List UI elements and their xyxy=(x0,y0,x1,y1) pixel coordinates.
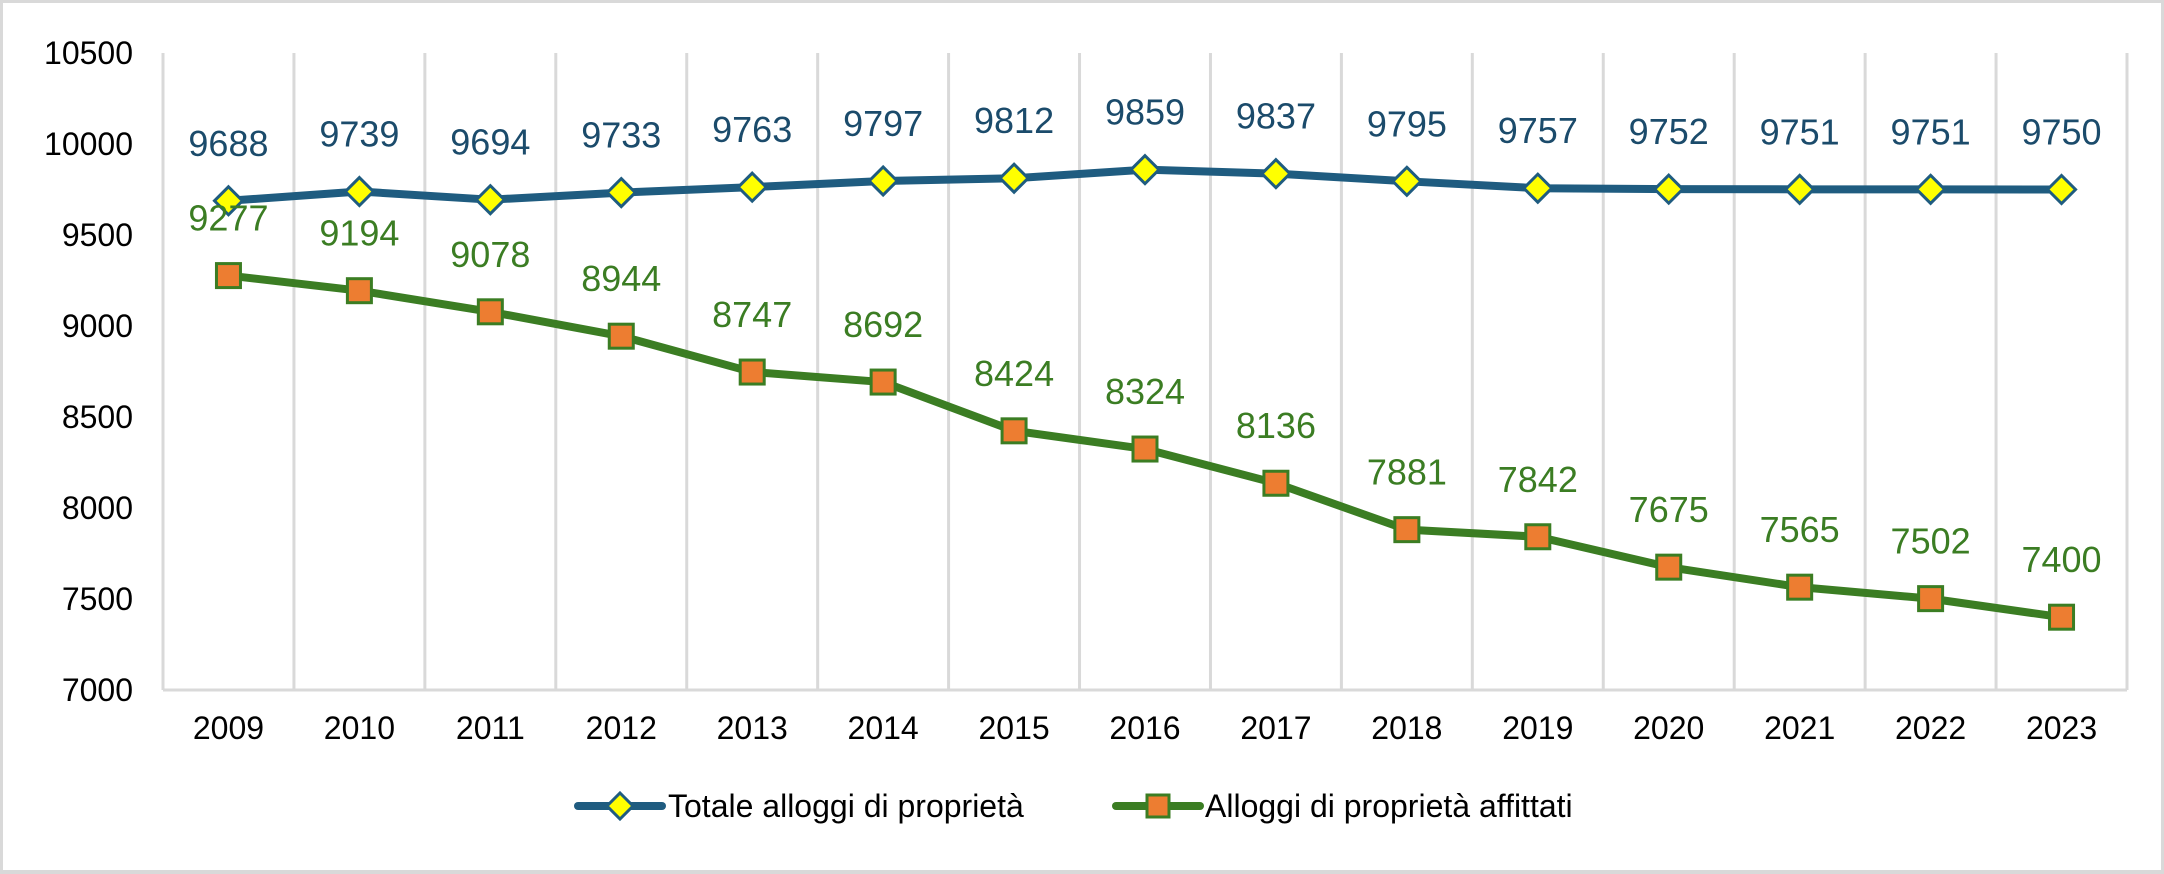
data-label: 8692 xyxy=(843,304,923,345)
y-tick-label: 7000 xyxy=(62,672,133,708)
data-point-marker xyxy=(1259,157,1293,190)
data-label: 9694 xyxy=(450,122,530,163)
data-label: 9688 xyxy=(188,123,268,164)
gridlines xyxy=(161,53,2129,692)
data-label: 7565 xyxy=(1760,509,1840,550)
x-tick-label: 2017 xyxy=(1240,710,1311,746)
y-tick-label: 10500 xyxy=(44,35,133,71)
data-label: 9859 xyxy=(1105,92,1185,133)
data-point-marker xyxy=(214,262,242,290)
data-label: 9757 xyxy=(1498,110,1578,151)
data-point-marker xyxy=(1652,173,1685,206)
data-label: 7842 xyxy=(1498,459,1578,500)
x-tick-label: 2012 xyxy=(586,710,657,746)
data-point-marker xyxy=(2045,173,2078,206)
data-point-marker xyxy=(1655,553,1683,581)
data-label: 8424 xyxy=(974,353,1054,394)
data-label: 9812 xyxy=(974,100,1054,141)
data-point-marker xyxy=(736,171,769,204)
data-point-marker xyxy=(474,183,507,216)
legend-label: Totale alloggi di proprietà xyxy=(668,788,1024,824)
x-tick-label: 2014 xyxy=(848,710,919,746)
series-group xyxy=(212,153,2078,631)
legend-diamond-icon xyxy=(604,790,636,822)
data-point-marker xyxy=(867,164,900,198)
data-label: 7675 xyxy=(1629,489,1709,530)
data-point-marker xyxy=(1390,165,1423,198)
y-tick-label: 8500 xyxy=(62,399,133,435)
data-point-marker xyxy=(738,358,766,386)
data-label: 9733 xyxy=(581,115,661,156)
data-label: 9797 xyxy=(843,103,923,144)
data-point-marker xyxy=(476,298,504,326)
data-labels: 9688 9739 9694 9733 9763 9797 9812 9859 9837 9795… xyxy=(188,92,2101,581)
x-tick-label: 2016 xyxy=(1109,710,1180,746)
data-point-marker xyxy=(1786,573,1814,601)
data-label: 9194 xyxy=(319,213,399,254)
data-point-marker xyxy=(1783,173,1816,206)
data-label: 9837 xyxy=(1236,96,1316,137)
data-label: 9078 xyxy=(450,234,530,275)
data-point-marker xyxy=(1393,516,1421,544)
x-tick-label: 2010 xyxy=(324,710,395,746)
data-point-marker xyxy=(2048,603,2076,631)
legend-item-2: Alloggi di proprietà affittati xyxy=(1112,788,1573,824)
data-point-marker xyxy=(345,277,373,305)
data-point-marker xyxy=(212,184,245,217)
y-tick-label: 10000 xyxy=(44,126,133,162)
x-tick-label: 2013 xyxy=(717,710,788,746)
data-label: 9752 xyxy=(1629,111,1709,152)
x-tick-label: 2015 xyxy=(978,710,1049,746)
x-tick-label: 2009 xyxy=(193,710,264,746)
data-label: 9795 xyxy=(1367,103,1447,144)
data-label: 7400 xyxy=(2021,539,2101,580)
data-label: 9750 xyxy=(2021,112,2101,153)
data-label: 8944 xyxy=(581,258,661,299)
data-point-marker xyxy=(1917,585,1945,613)
x-tick-label: 2022 xyxy=(1895,710,1966,746)
x-axis-ticks: 2009 2010 2011 2012 2013 2014 2015 2016 2017 2018… xyxy=(193,710,2097,746)
data-point-marker xyxy=(869,368,897,396)
x-tick-label: 2011 xyxy=(456,710,525,746)
data-point-marker xyxy=(607,322,635,350)
data-label: 9739 xyxy=(319,114,399,155)
data-point-marker xyxy=(1262,469,1290,497)
x-tick-label: 2020 xyxy=(1633,710,1704,746)
data-label: 8324 xyxy=(1105,371,1185,412)
data-point-marker xyxy=(1131,435,1159,463)
data-point-marker xyxy=(1914,173,1947,206)
data-point-marker xyxy=(997,162,1031,195)
data-label: 9763 xyxy=(712,109,792,150)
y-tick-label: 9000 xyxy=(62,308,133,344)
data-point-marker xyxy=(1000,417,1028,445)
y-tick-label: 7500 xyxy=(62,581,133,617)
data-point-marker xyxy=(605,176,638,209)
x-tick-label: 2021 xyxy=(1764,710,1835,746)
x-tick-label: 2018 xyxy=(1371,710,1442,746)
legend-item-1: Totale alloggi di proprietà xyxy=(574,788,1024,824)
data-point-marker xyxy=(1524,523,1552,551)
y-axis-ticks: 7000 7500 8000 8500 9000 9500 10000 10500 xyxy=(44,35,133,708)
y-tick-label: 8000 xyxy=(62,490,133,526)
data-label: 9751 xyxy=(1760,111,1840,152)
data-label: 7502 xyxy=(1891,521,1971,562)
data-label: 8136 xyxy=(1236,405,1316,446)
legend: Totale alloggi di proprietà Alloggi di pr… xyxy=(574,788,1573,824)
data-label: 9751 xyxy=(1891,111,1971,152)
data-point-marker xyxy=(343,175,376,208)
data-label: 9277 xyxy=(188,198,268,239)
data-point-marker xyxy=(1521,172,1554,205)
y-tick-label: 9500 xyxy=(62,217,133,253)
x-tick-label: 2019 xyxy=(1502,710,1573,746)
x-tick-label: 2023 xyxy=(2026,710,2097,746)
data-point-marker xyxy=(1128,153,1162,186)
legend-label: Alloggi di proprietà affittati xyxy=(1205,788,1573,824)
legend-square-icon xyxy=(1145,793,1171,819)
data-label: 7881 xyxy=(1367,452,1447,493)
data-label: 8747 xyxy=(712,294,792,335)
